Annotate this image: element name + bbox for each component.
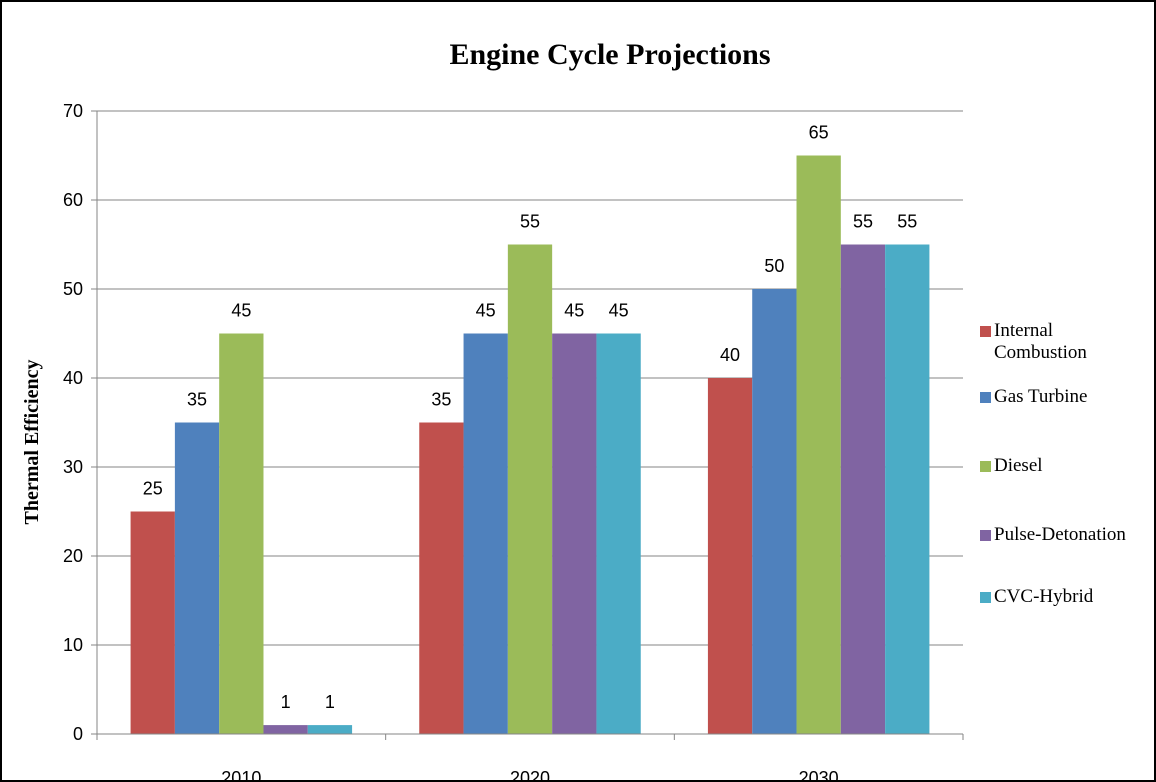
data-label: 55 <box>853 212 873 232</box>
bar <box>596 333 641 734</box>
chart-title: Engine Cycle Projections <box>449 38 770 71</box>
legend-swatch <box>980 461 991 472</box>
y-tick-label: 0 <box>73 724 83 744</box>
legend-item: Diesel <box>980 455 1126 477</box>
legend-item: Pulse-Detonation <box>980 524 1126 546</box>
bar <box>463 333 508 734</box>
bar <box>307 725 353 734</box>
data-label: 1 <box>325 692 335 712</box>
bar <box>130 511 175 734</box>
legend-label: Internal Combustion <box>994 320 1087 363</box>
y-tick-label: 50 <box>63 279 83 299</box>
y-tick-label: 10 <box>63 635 83 655</box>
data-label: 1 <box>281 692 291 712</box>
legend-swatch <box>980 592 991 603</box>
bar <box>796 155 841 734</box>
x-tick-label: 2010 <box>221 768 261 780</box>
legend-item: CVC-Hybrid <box>980 586 1126 608</box>
legend-swatch <box>980 530 991 541</box>
data-label: 65 <box>809 123 829 143</box>
bar <box>552 333 597 734</box>
data-label: 50 <box>764 256 784 276</box>
legend-swatch <box>980 392 991 403</box>
legend-item: Gas Turbine <box>980 386 1126 408</box>
data-label: 40 <box>720 345 740 365</box>
bar <box>174 422 220 734</box>
y-tick-label: 40 <box>63 368 83 388</box>
legend-label: Pulse-Detonation <box>994 524 1126 545</box>
data-label: 45 <box>476 301 496 321</box>
data-label: 45 <box>231 301 251 321</box>
legend-item: Internal Combustion <box>980 320 1126 364</box>
data-label: 35 <box>187 390 207 410</box>
y-tick-label: 30 <box>63 457 83 477</box>
data-label: 35 <box>431 390 451 410</box>
x-tick-label: 2030 <box>799 768 839 780</box>
bar <box>885 244 930 734</box>
bar <box>752 289 797 734</box>
bar <box>507 244 553 734</box>
bar <box>840 244 886 734</box>
bar <box>707 378 753 734</box>
x-tick-label: 2020 <box>510 768 550 780</box>
y-axis-label: Thermal Efficiency <box>21 360 43 525</box>
data-label: 25 <box>143 479 163 499</box>
legend-swatch <box>980 326 991 337</box>
data-label: 55 <box>520 212 540 232</box>
legend-label: CVC-Hybrid <box>994 586 1094 607</box>
data-label: 45 <box>564 301 584 321</box>
data-label: 45 <box>609 301 629 321</box>
legend-label: Diesel <box>994 455 1043 476</box>
y-tick-label: 60 <box>63 190 83 210</box>
bar <box>263 725 308 734</box>
legend-label: Gas Turbine <box>994 386 1088 407</box>
data-label: 55 <box>897 212 917 232</box>
y-tick-label: 20 <box>63 546 83 566</box>
y-tick-label: 70 <box>63 101 83 121</box>
bar <box>219 333 264 734</box>
bar <box>419 422 464 734</box>
